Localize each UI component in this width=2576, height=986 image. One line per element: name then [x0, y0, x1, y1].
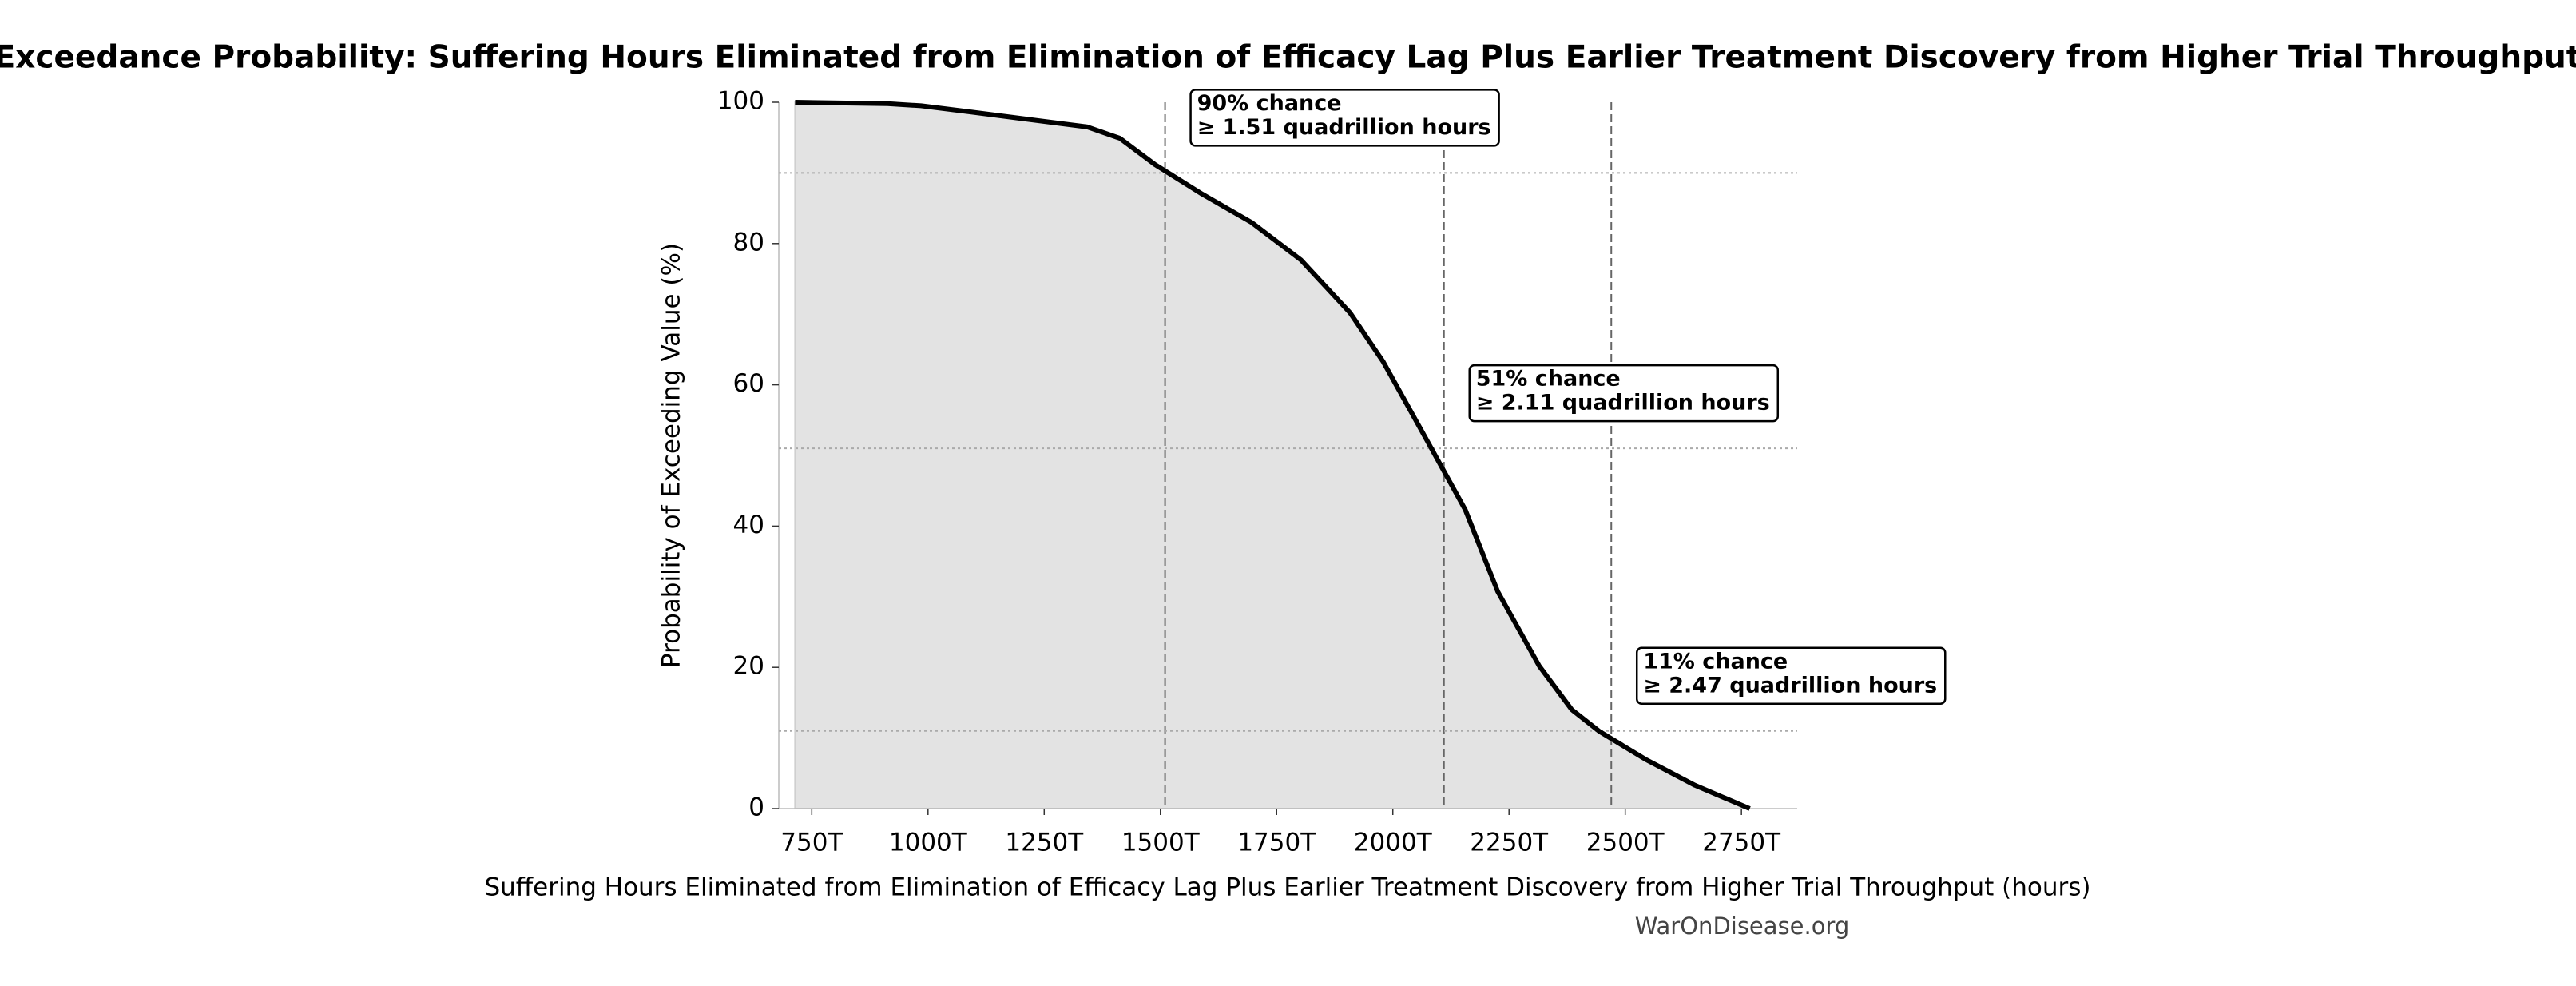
x-axis-label: Suffering Hours Eliminated from Eliminat…	[484, 873, 2090, 902]
y-tick-label: 40	[733, 511, 764, 539]
annotation-text: 11% chance	[1643, 649, 1788, 674]
x-tick-label: 750T	[780, 829, 843, 857]
x-tick-label: 2250T	[1470, 829, 1549, 857]
chart-title: Exceedance Probability: Suffering Hours …	[0, 40, 2576, 76]
x-tick-label: 1500T	[1121, 829, 1201, 857]
y-tick-label: 0	[748, 793, 764, 822]
x-tick-label: 1250T	[1005, 829, 1084, 857]
annotation-text: ≥ 1.51 quadrillion hours	[1197, 115, 1491, 140]
y-tick-label: 60	[733, 369, 764, 398]
annotation-box	[1189, 89, 1500, 147]
y-tick-label: 80	[733, 228, 764, 256]
y-tick-label: 20	[733, 652, 764, 681]
x-tick-label: 2750T	[1702, 829, 1781, 857]
x-tick-label: 1000T	[889, 829, 968, 857]
annotation-text: 51% chance	[1476, 367, 1621, 392]
annotation-box	[1635, 646, 1947, 706]
annotation-text: 90% chance	[1197, 91, 1342, 116]
annotation: 51% chance≥ 2.11 quadrillion hours	[1468, 364, 1780, 423]
annotation: 11% chance≥ 2.47 quadrillion hours	[1635, 646, 1947, 706]
y-tick-label: 100	[717, 87, 764, 116]
x-tick-label: 2000T	[1354, 829, 1433, 857]
annotation-text: ≥ 2.47 quadrillion hours	[1643, 673, 1937, 698]
annotation-text: ≥ 2.11 quadrillion hours	[1476, 391, 1770, 415]
line	[795, 100, 1751, 811]
x-tick-label: 1750T	[1237, 829, 1316, 857]
annotation: 90% chance≥ 1.51 quadrillion hours	[1189, 89, 1500, 147]
annotation-box	[1468, 364, 1780, 423]
y-axis-label: Probability of Exceeding Value (%)	[657, 243, 686, 668]
area-fill	[794, 101, 1750, 809]
watermark: WarOnDisease.org	[1635, 912, 1850, 940]
x-tick-label: 2500T	[1586, 829, 1665, 857]
